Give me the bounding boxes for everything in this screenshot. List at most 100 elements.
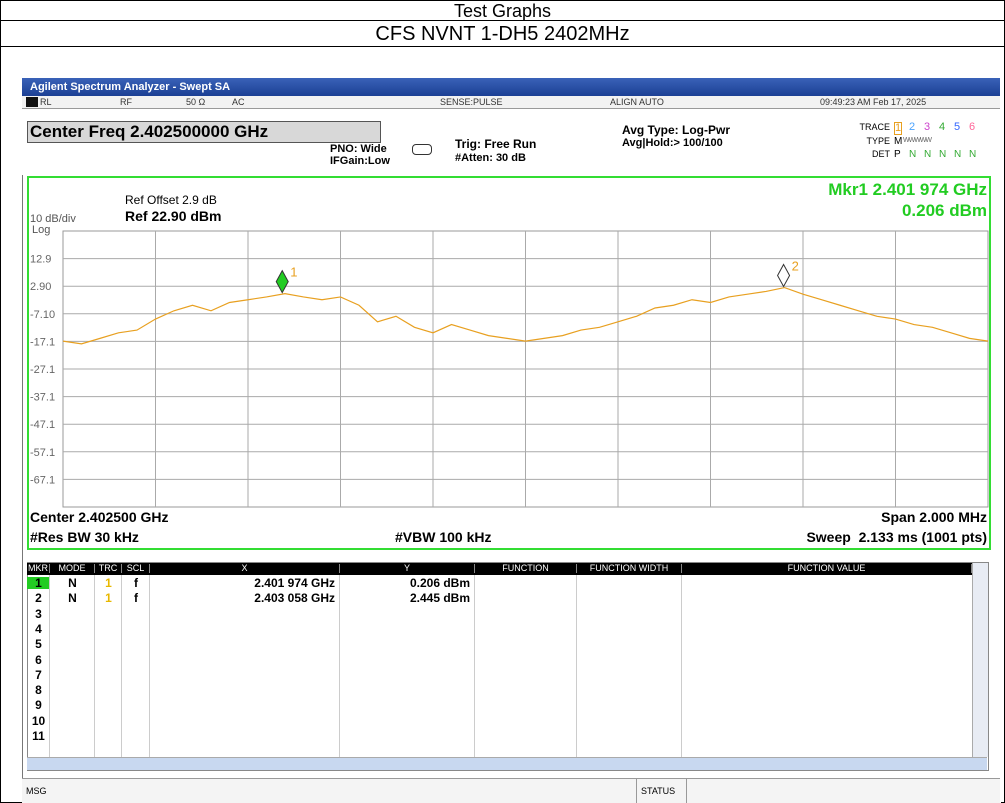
- row-line: [0, 46, 1005, 47]
- ref-level: Ref 22.90 dBm: [125, 208, 222, 224]
- column-divider: [474, 575, 475, 757]
- trace-number: 2: [909, 121, 916, 133]
- trigger-icon: [412, 144, 432, 155]
- det-value: P: [894, 149, 901, 160]
- marker: [275, 269, 289, 294]
- trace-number: 3: [924, 121, 931, 133]
- table-cell: 2.401 974 GHz: [254, 576, 335, 590]
- status-item: SENSE:PULSE: [440, 97, 503, 107]
- table-header-cell: SCL: [122, 564, 150, 573]
- pno: PNO: Wide: [330, 143, 387, 155]
- scale-label: 10 dB/div: [30, 213, 76, 225]
- table-cell: 7: [35, 667, 42, 682]
- table-cell: 1: [105, 576, 112, 590]
- column-divider: [94, 575, 95, 757]
- table-cell: 2.403 058 GHz: [254, 591, 335, 606]
- table-header-cell: MKR: [28, 563, 50, 573]
- y-tick-label: 12.9: [30, 254, 51, 266]
- marker-table: [27, 562, 989, 771]
- table-header-cell: X: [150, 564, 340, 573]
- table-cell: 9: [35, 698, 42, 713]
- y-tick-label: -37.1: [30, 392, 55, 404]
- span-label: Span 2.000 MHz: [881, 509, 987, 525]
- table-header-cell: TRC: [95, 564, 122, 573]
- y-tick-label: -17.1: [30, 336, 55, 348]
- type-value: M: [894, 136, 903, 147]
- table-cell: 1: [27, 577, 50, 589]
- center-label: Center 2.402500 GHz: [30, 509, 169, 525]
- status-item: RF: [120, 97, 132, 107]
- det-label: DET: [872, 149, 890, 159]
- marker-readout-value: 0.206 dBm: [901, 201, 987, 220]
- column-divider: [681, 575, 682, 757]
- marker-label: 2: [792, 258, 799, 273]
- atten: #Atten: 30 dB: [455, 152, 526, 164]
- table-header-cell: FUNCTION VALUE: [682, 564, 972, 573]
- window-title: Agilent Spectrum Analyzer - Swept SA: [30, 81, 231, 93]
- table-cell: 8: [35, 683, 42, 698]
- h-scrollbar[interactable]: [27, 757, 987, 770]
- report-title: Test Graphs: [453, 1, 552, 21]
- status-item: RL: [40, 97, 52, 107]
- ifgain: IFGain:Low: [330, 155, 390, 167]
- footer-divider: [686, 778, 687, 803]
- report-subtitle: CFS NVNT 1-DH5 2402MHz: [375, 23, 630, 45]
- det-value: N: [939, 149, 947, 160]
- footer-bar: [22, 778, 1000, 803]
- table-cell: 5: [35, 637, 42, 652]
- trace-number: 4: [939, 121, 946, 133]
- table-cell: 6: [35, 652, 42, 667]
- table-header-cell: FUNCTION: [475, 564, 577, 573]
- marker-label: 1: [290, 265, 297, 280]
- det-value: N: [909, 149, 917, 160]
- det-value: N: [954, 149, 962, 160]
- table-cell: 3: [35, 606, 42, 621]
- status-icon: [26, 97, 38, 107]
- rbw-label: #Res BW 30 kHz: [30, 529, 139, 545]
- column-divider: [121, 575, 122, 757]
- column-divider: [576, 575, 577, 757]
- avg-type: Avg Type: Log-Pwr: [622, 123, 730, 137]
- y-tick-label: -7.10: [30, 309, 55, 321]
- trace-number: 1: [894, 122, 903, 135]
- table-cell: 2: [35, 591, 42, 606]
- y-tick-label: -47.1: [30, 419, 55, 431]
- table-cell: 11: [32, 729, 45, 743]
- y-tick-label: -67.1: [30, 474, 55, 486]
- table-cell: f: [134, 576, 138, 590]
- det-value: N: [924, 149, 932, 160]
- vbw-label: #VBW 100 kHz: [395, 529, 492, 545]
- table-header-cell: MODE: [50, 564, 95, 573]
- column-divider: [339, 575, 340, 757]
- marker: [777, 263, 791, 288]
- det-value: N: [969, 149, 977, 160]
- center-freq-box: [27, 121, 381, 143]
- trace-label: TRACE: [859, 122, 890, 132]
- trigger: Trig: Free Run: [455, 137, 537, 151]
- status-item: 50 Ω: [186, 97, 206, 107]
- table-cell: N: [68, 576, 77, 590]
- trace: [62, 286, 989, 345]
- table-cell: 1: [105, 591, 112, 606]
- status-item: AC: [232, 97, 245, 107]
- table-cell: 0.206 dBm: [409, 576, 470, 590]
- sweep-label: Sweep 2.133 ms (1001 pts): [806, 529, 987, 545]
- v-scrollbar[interactable]: [972, 563, 988, 757]
- msg-label: MSG: [26, 786, 47, 796]
- ref-offset: Ref Offset 2.9 dB: [125, 193, 217, 207]
- graph-frame: [27, 176, 991, 550]
- status-item: 09:49:23 AM Feb 17, 2025: [820, 97, 927, 107]
- status-label: STATUS: [641, 786, 676, 796]
- y-tick-label: 2.90: [30, 281, 51, 293]
- title-bar: [22, 78, 1000, 96]
- table-cell: f: [134, 591, 138, 606]
- table-header: [27, 563, 972, 575]
- table-cell: N: [68, 591, 77, 606]
- column-divider: [49, 575, 50, 757]
- row-line: [0, 20, 1005, 21]
- table-cell: 2.445 dBm: [409, 591, 470, 606]
- scale-type: Log: [32, 224, 51, 236]
- type-value: WWWWW: [903, 137, 932, 144]
